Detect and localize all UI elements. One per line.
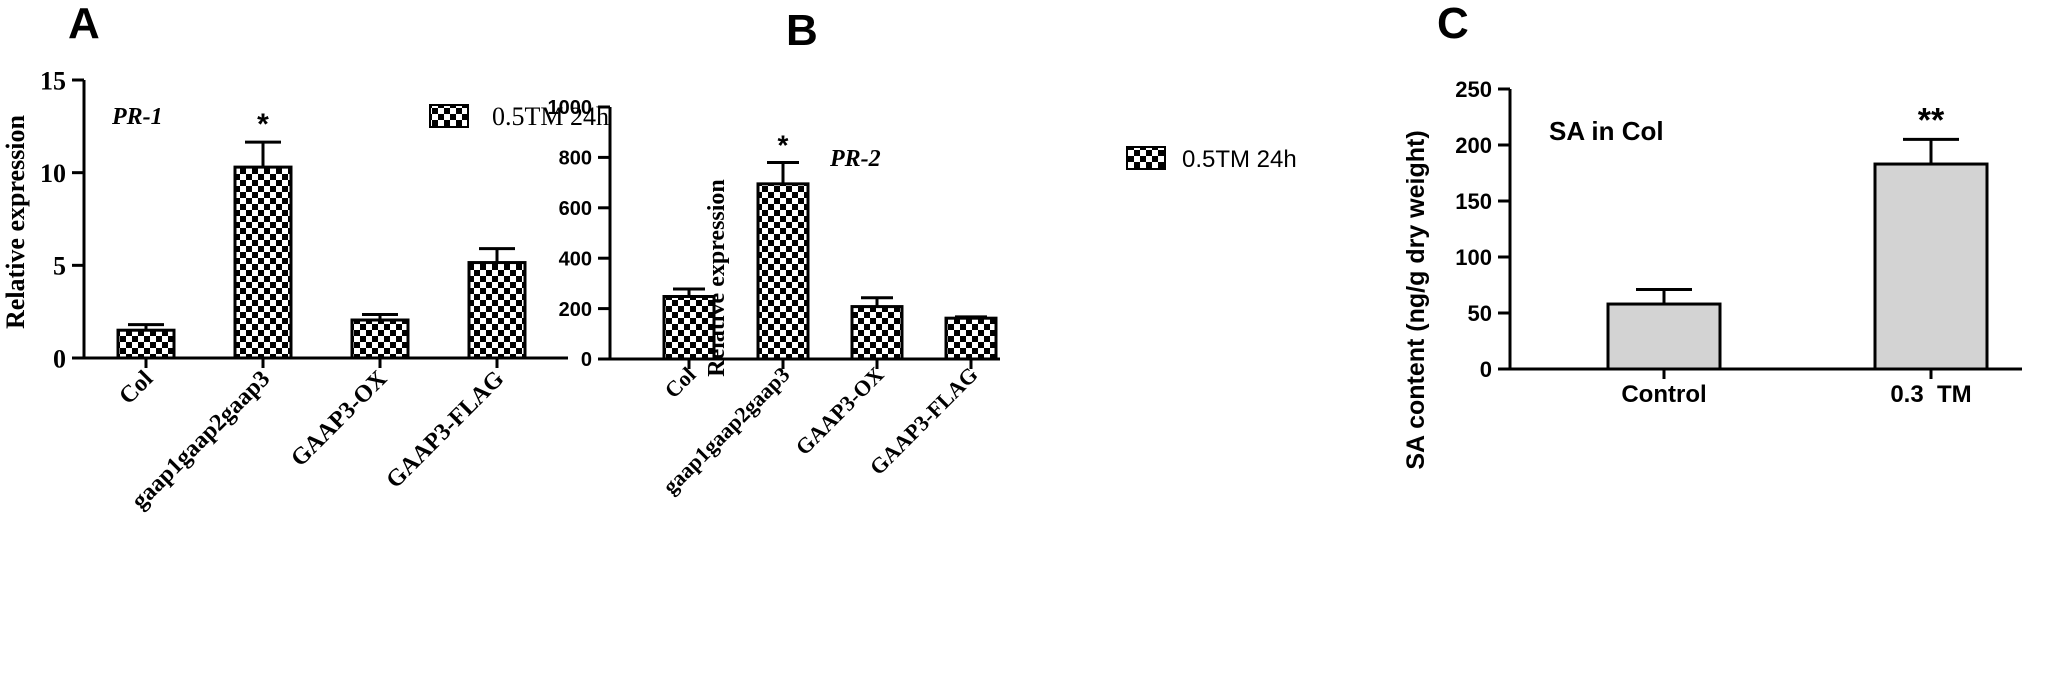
y-tick-label: 50 — [1468, 301, 1492, 326]
y-tick-label: 200 — [1455, 133, 1492, 158]
y-tick-label: 0 — [1480, 357, 1492, 382]
bar — [756, 182, 810, 361]
y-tick-label: 150 — [1455, 189, 1492, 214]
bar — [233, 165, 293, 360]
x-tick-label: GAAP3-OX — [286, 365, 393, 472]
bar — [1606, 302, 1722, 371]
x-tick-label: Col — [114, 366, 158, 410]
y-tick-label: 5 — [53, 252, 66, 281]
x-tick-label: GAAP3-OX — [790, 362, 888, 460]
bar — [467, 261, 527, 360]
y-tick-label: 800 — [559, 148, 592, 170]
y-tick-label: 250 — [1455, 77, 1492, 102]
panel-c-ylabel: SA content (ng/g dry weight) — [1402, 130, 1430, 469]
panel-a-legend-label: 0.5TM 24h — [492, 102, 609, 131]
y-tick-label: 400 — [559, 248, 592, 270]
y-tick-label: 0 — [53, 344, 66, 373]
panel-a-legend: 0.5TM 24h — [429, 102, 609, 131]
x-tick-label: 0.3 TM — [1890, 381, 1971, 408]
panel-a: A PR-1 Relative expression 0.5TM 24h 0 5 1… — [1, 0, 609, 514]
panel-a-title: PR-1 — [111, 104, 163, 130]
significance-marker: ** — [1918, 101, 1945, 139]
y-tick-label: 10 — [40, 159, 66, 188]
panel-b-letter: B — [786, 6, 818, 55]
panel-b: B PR-2 Relative expression 0.5TM 24h 020… — [548, 6, 1297, 499]
panel-c-title: SA in Col — [1549, 116, 1664, 146]
panel-a-legend-swatch — [429, 104, 469, 128]
panel-b-legend-label: 0.5TM 24h — [1182, 146, 1297, 173]
bar — [944, 316, 998, 361]
y-tick-label: 100 — [1455, 245, 1492, 270]
bar — [350, 318, 410, 360]
y-tick-label: 0 — [581, 349, 592, 371]
x-tick-label: GAAP3-FLAG — [381, 366, 509, 494]
significance-marker: * — [778, 129, 789, 160]
bar — [850, 305, 904, 361]
panel-a-ylabel: Relative expression — [1, 114, 30, 329]
panel-c: C SA in Col SA content (ng/g dry weight)… — [1402, 0, 2022, 470]
panel-c-marks: 0 50 100 150 200 250 Control 0.3 TM ** — [1455, 77, 2022, 408]
x-tick-label: Col — [660, 362, 701, 403]
y-tick-label: 600 — [559, 198, 592, 220]
y-tick-label: 1000 — [548, 97, 593, 119]
bar — [1873, 162, 1989, 371]
significance-marker: * — [257, 108, 269, 141]
panel-a-marks: 051015Colgaap1gaap2gaap3*GAAP3-OXGAAP3-F… — [40, 66, 568, 514]
panel-b-marks: 02004006008001000Colgaap1gaap2gaap3*GAAP… — [548, 97, 1000, 499]
bar — [116, 328, 176, 360]
y-tick-label: 200 — [559, 299, 592, 321]
panel-b-legend-swatch — [1126, 146, 1166, 170]
bar — [662, 295, 716, 361]
panel-a-letter: A — [68, 0, 100, 48]
panel-c-letter: C — [1437, 0, 1469, 48]
panel-b-title: PR-2 — [829, 146, 881, 172]
y-tick-label: 15 — [40, 66, 66, 95]
x-tick-label: Control — [1621, 381, 1706, 408]
panel-b-legend: 0.5TM 24h — [1126, 146, 1297, 173]
